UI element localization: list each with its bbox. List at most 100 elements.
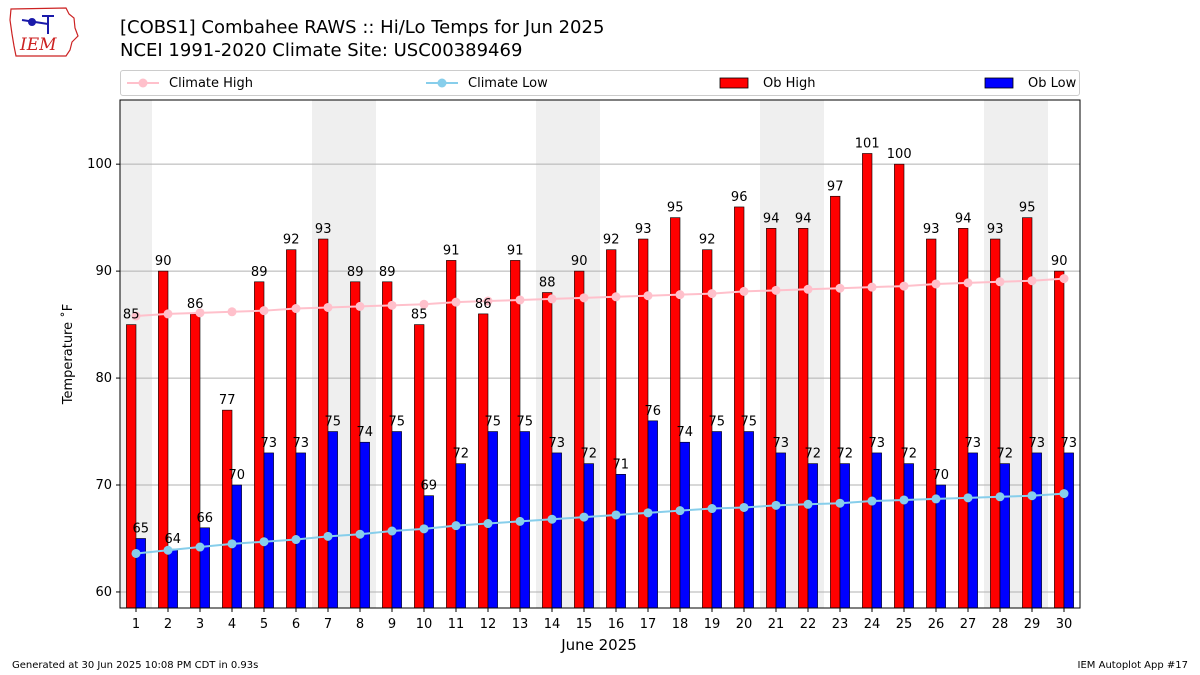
- climate-high-point: [995, 277, 1005, 287]
- ob-high-label: 85: [411, 308, 428, 323]
- legend-label: Ob Low: [1028, 75, 1077, 91]
- ob-low-label: 73: [549, 436, 566, 451]
- climate-low-point: [483, 519, 493, 529]
- ob-low-label: 76: [645, 404, 662, 419]
- ob-low-label: 75: [485, 415, 502, 430]
- climate-high-point: [611, 292, 621, 302]
- climate-low-point: [867, 496, 877, 506]
- iem-logo: IEM: [9, 7, 79, 57]
- chart-title: [COBS1] Combahee RAWS :: Hi/Lo Temps for…: [120, 17, 605, 38]
- legend-item-climate-high: Climate High: [125, 71, 253, 95]
- ob-low-bar: [295, 452, 306, 609]
- ob-high-label: 95: [1019, 201, 1036, 216]
- climate-high-point: [291, 304, 301, 314]
- ob-low-label: 75: [709, 415, 726, 430]
- climate-high-point: [419, 299, 429, 309]
- ob-low-label: 71: [613, 457, 630, 472]
- x-tick-label: 20: [736, 617, 753, 632]
- ob-high-label: 93: [315, 222, 332, 237]
- x-tick-label: 19: [704, 617, 721, 632]
- ob-low-label: 75: [325, 415, 342, 430]
- ob-low-bar: [999, 463, 1010, 609]
- climate-high-point: [739, 286, 749, 296]
- ob-high-label: 85: [123, 308, 140, 323]
- ob-high-label: 89: [251, 265, 268, 280]
- x-tick-label: 16: [608, 617, 625, 632]
- climate-high-point: [867, 282, 877, 292]
- climate-low-point: [323, 531, 333, 541]
- x-tick-label: 9: [388, 617, 396, 632]
- bars-layer: [126, 153, 1074, 609]
- gridlines-layer: [120, 163, 1080, 593]
- climate-high-point: [643, 291, 653, 301]
- ob-low-label: 72: [901, 447, 918, 462]
- ob-high-label: 77: [219, 393, 236, 408]
- ob-high-bar: [158, 270, 169, 609]
- ob-low-bar: [423, 495, 434, 609]
- ob-low-bar: [391, 431, 402, 609]
- y-tick-label: 100: [87, 157, 112, 172]
- legend-item-climate-low: Climate Low: [424, 71, 548, 95]
- climate-low-line: [135, 492, 1065, 555]
- ob-low-bar: [935, 484, 946, 609]
- x-tick-label: 1: [132, 617, 140, 632]
- climate-lines-layer: [131, 274, 1069, 558]
- climate-low-point: [227, 539, 237, 549]
- ob-low-bar: [711, 431, 722, 609]
- climate-high-point: [547, 294, 557, 304]
- ob-high-label: 92: [603, 233, 620, 248]
- climate-high-point: [195, 308, 205, 318]
- ob-low-label: 73: [773, 436, 790, 451]
- y-tick-label: 80: [95, 371, 112, 386]
- x-tick-label: 27: [960, 617, 977, 632]
- climate-high-point: [771, 285, 781, 295]
- ob-low-label: 74: [677, 425, 694, 440]
- climate-high-point: [387, 300, 397, 310]
- x-tick-label: 25: [896, 617, 913, 632]
- climate-high-point: [931, 279, 941, 289]
- ob-low-label: 72: [581, 447, 598, 462]
- ob-low-bar: [839, 463, 850, 609]
- ob-low-bar: [327, 431, 338, 609]
- climate-low-point: [131, 548, 141, 558]
- ob-low-bar: [679, 441, 690, 609]
- x-tick-label: 12: [480, 617, 497, 632]
- ob-high-label: 90: [571, 254, 588, 269]
- climate-high-point: [899, 281, 909, 291]
- y-tick-label: 70: [95, 478, 112, 493]
- climate-low-point: [1027, 491, 1037, 501]
- ob-low-label: 72: [453, 447, 470, 462]
- ob-high-label: 100: [887, 147, 912, 162]
- ob-low-label: 73: [1029, 436, 1046, 451]
- climate-low-point: [419, 524, 429, 534]
- ob-high-label: 94: [763, 211, 780, 226]
- climate-low-point: [451, 521, 461, 531]
- climate-high-point: [963, 278, 973, 288]
- ob-high-label: 92: [283, 233, 300, 248]
- climate-high-point: [515, 295, 525, 305]
- ob-low-bar: [583, 463, 594, 609]
- ob-low-bar: [1063, 452, 1074, 609]
- footer-generated-text: Generated at 30 Jun 2025 10:08 PM CDT in…: [12, 660, 259, 671]
- climate-low-point: [995, 492, 1005, 502]
- x-tick-label: 2: [164, 617, 172, 632]
- weather-station-icon: [21, 15, 54, 34]
- bar-swatch-icon: [719, 77, 749, 89]
- legend-item-ob-high: Ob High: [719, 71, 816, 95]
- climate-low-point: [643, 508, 653, 518]
- ob-high-label: 90: [155, 254, 172, 269]
- climate-low-point: [547, 514, 557, 524]
- ob-high-label: 101: [855, 136, 880, 151]
- y-tick-label: 90: [95, 264, 112, 279]
- bar-swatch-icon: [984, 77, 1014, 89]
- ob-low-label: 73: [261, 436, 278, 451]
- x-tick-label: 14: [544, 617, 561, 632]
- x-axis-label: June 2025: [560, 636, 637, 654]
- climate-low-point: [835, 498, 845, 508]
- climate-high-point: [835, 283, 845, 293]
- ob-low-bar: [903, 463, 914, 609]
- climate-low-point: [1059, 489, 1069, 499]
- x-tick-label: 23: [832, 617, 849, 632]
- y-tick-label: 60: [95, 585, 112, 600]
- ob-high-label: 94: [955, 211, 972, 226]
